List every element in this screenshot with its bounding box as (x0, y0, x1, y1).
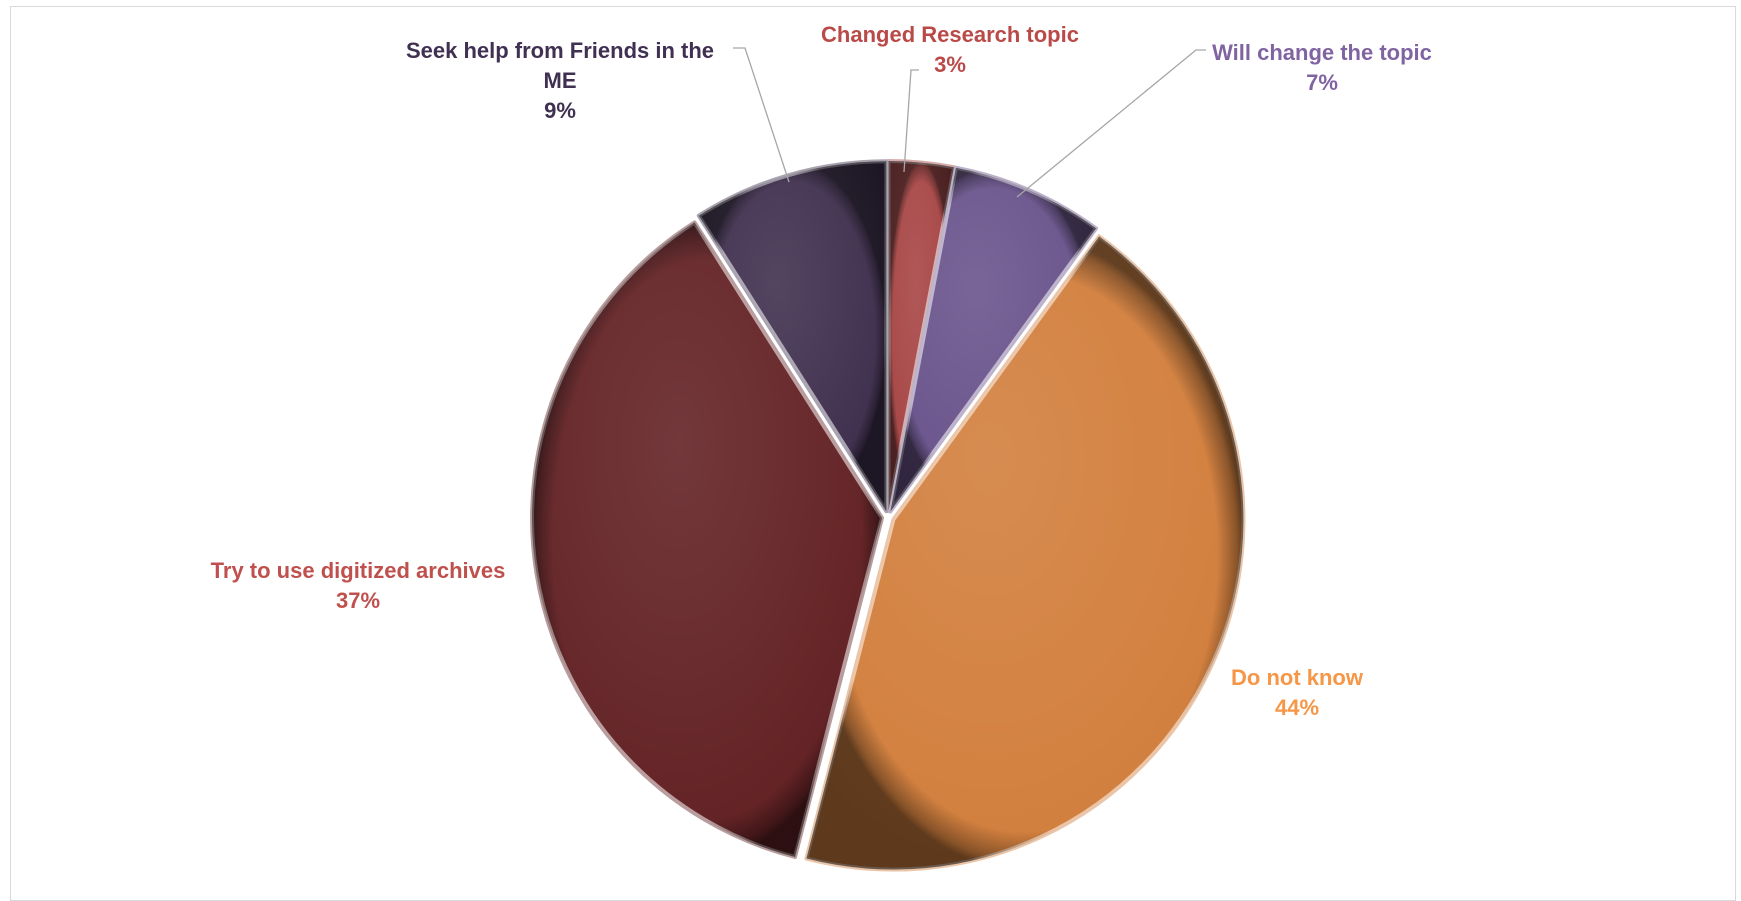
slice-label-will-change-the-topic: Will change the topic (1212, 40, 1432, 65)
slice-label-changed-research-topic: Changed Research topic (821, 22, 1079, 47)
slice-label-seek-help-from-friends-in-the-me: ME (544, 68, 577, 93)
pie-slice-will-change-the-topic (888, 165, 1099, 514)
leader-line-will-change-the-topic (1016, 49, 1206, 198)
pie-slices (530, 159, 1246, 872)
pie-slice-changed-research-topic (886, 159, 957, 514)
slice-label-seek-help-from-friends-in-the-me: Seek help from Friends in the (406, 38, 714, 63)
pie-slice-do-not-know (804, 234, 1246, 872)
pie-slice-highlight (698, 161, 887, 512)
pie-slice-try-to-use-digitized-archives (530, 220, 885, 859)
slice-value-will-change-the-topic: 7% (1306, 70, 1338, 95)
slice-value-try-to-use-digitized-archives: 37% (336, 588, 380, 613)
pie-slice-highlight (532, 222, 883, 857)
leader-lines (733, 47, 1206, 198)
slice-value-do-not-know: 44% (1275, 695, 1319, 720)
slice-value-changed-research-topic: 3% (934, 52, 966, 77)
pie-slice-highlight (888, 161, 955, 512)
pie-slice-seek-help-from-friends-in-the-me (696, 159, 889, 514)
slice-labels: Changed Research topic 3% Will change the … (211, 22, 1432, 720)
pie-slice-highlight (806, 236, 1244, 870)
slice-label-do-not-know: Do not know (1231, 665, 1364, 690)
leader-line-changed-research-topic (903, 69, 919, 173)
pie-slice-highlight (890, 167, 1097, 512)
leader-line-seek-help-from-friends-in-the-me (733, 47, 790, 183)
slice-value-seek-help-from-friends-in-the-me: 9% (544, 98, 576, 123)
slice-label-try-to-use-digitized-archives: Try to use digitized archives (211, 558, 506, 583)
